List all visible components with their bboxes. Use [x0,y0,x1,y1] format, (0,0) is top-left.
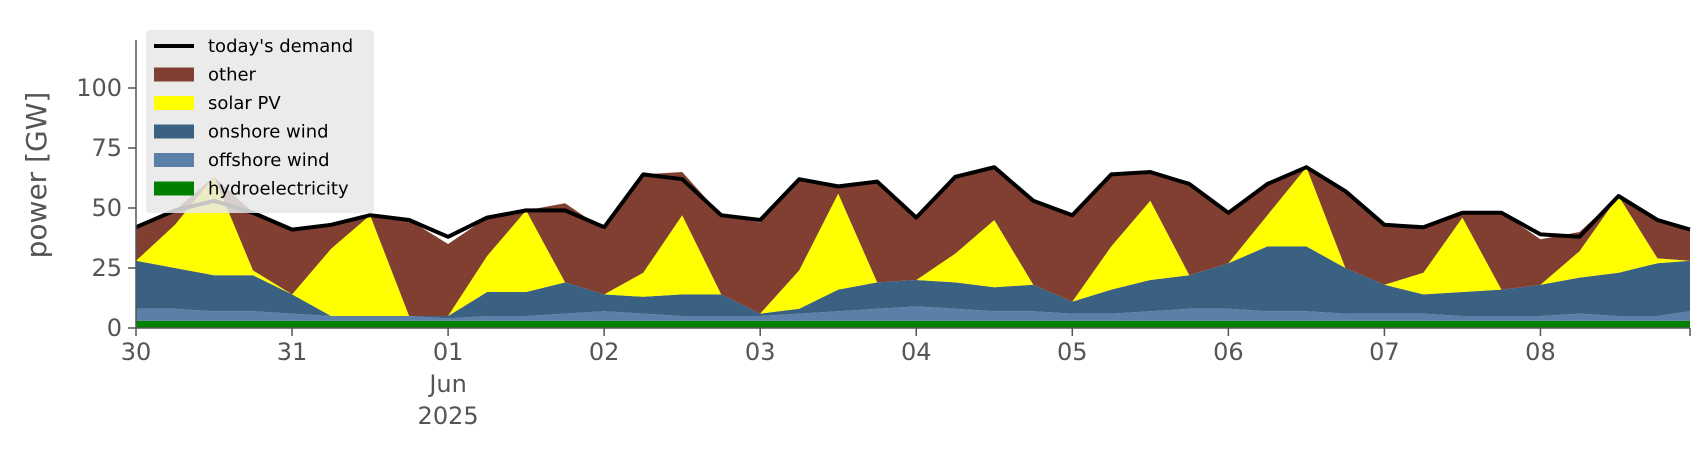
legend-label: today's demand [208,36,353,57]
stacked-areas [136,167,1690,328]
legend-swatch [154,153,194,167]
area-hydroelectricity [136,320,1690,328]
area-solar-pv [136,167,1690,316]
x-tick-label: 02 [589,338,620,366]
legend-label: hydroelectricity [208,179,349,200]
y-tick-label: 25 [91,254,122,282]
x-tick-label: 01 [433,338,464,366]
legend-box [146,30,374,213]
area-onshore-wind [136,246,1690,319]
legend: today's demand other solar PV onshore wind o… [146,30,374,213]
y-axis-title: power [GW] [20,92,53,259]
legend-label: onshore wind [208,122,329,143]
y-tick-label: 0 [107,314,122,342]
x-tick-label: 05 [1057,338,1088,366]
y-tick-label: 100 [76,74,122,102]
x-tick-label: 06 [1213,338,1244,366]
y-tick-label: 50 [91,194,122,222]
demand-line [135,165,1691,239]
x-tick-label: 03 [745,338,776,366]
demand-layer [135,165,1691,239]
legend-label: offshore wind [208,150,330,171]
legend-label: solar PV [208,93,281,114]
x-tick-label: 08 [1525,338,1556,366]
x-tick-sublabel: Jun [427,370,467,398]
area-other [136,167,1690,316]
y-tick-label: 75 [91,134,122,162]
legend-swatch [154,96,194,110]
legend-swatch [154,181,194,196]
legend-label: other [208,65,257,86]
legend-swatch [154,124,194,139]
axes: 0 25 50 75 100 30 31 01 Jun 2025 02 03 04 05 06 07 08 p… [20,40,1691,430]
x-tick-label: 31 [277,338,308,366]
legend-swatch [154,67,194,82]
area-offshore-wind [136,306,1690,321]
x-tick-label: 04 [901,338,932,366]
x-tick-label: 07 [1369,338,1400,366]
x-tick-sublabel: 2025 [418,402,479,430]
y-ticks: 0 25 50 75 100 [76,74,136,342]
x-tick-label: 30 [121,338,152,366]
x-ticks: 30 31 01 Jun 2025 02 03 04 05 06 07 08 [121,328,1691,430]
